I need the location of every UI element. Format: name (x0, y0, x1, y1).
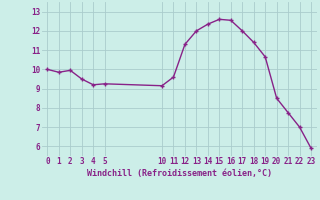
X-axis label: Windchill (Refroidissement éolien,°C): Windchill (Refroidissement éolien,°C) (87, 169, 272, 178)
